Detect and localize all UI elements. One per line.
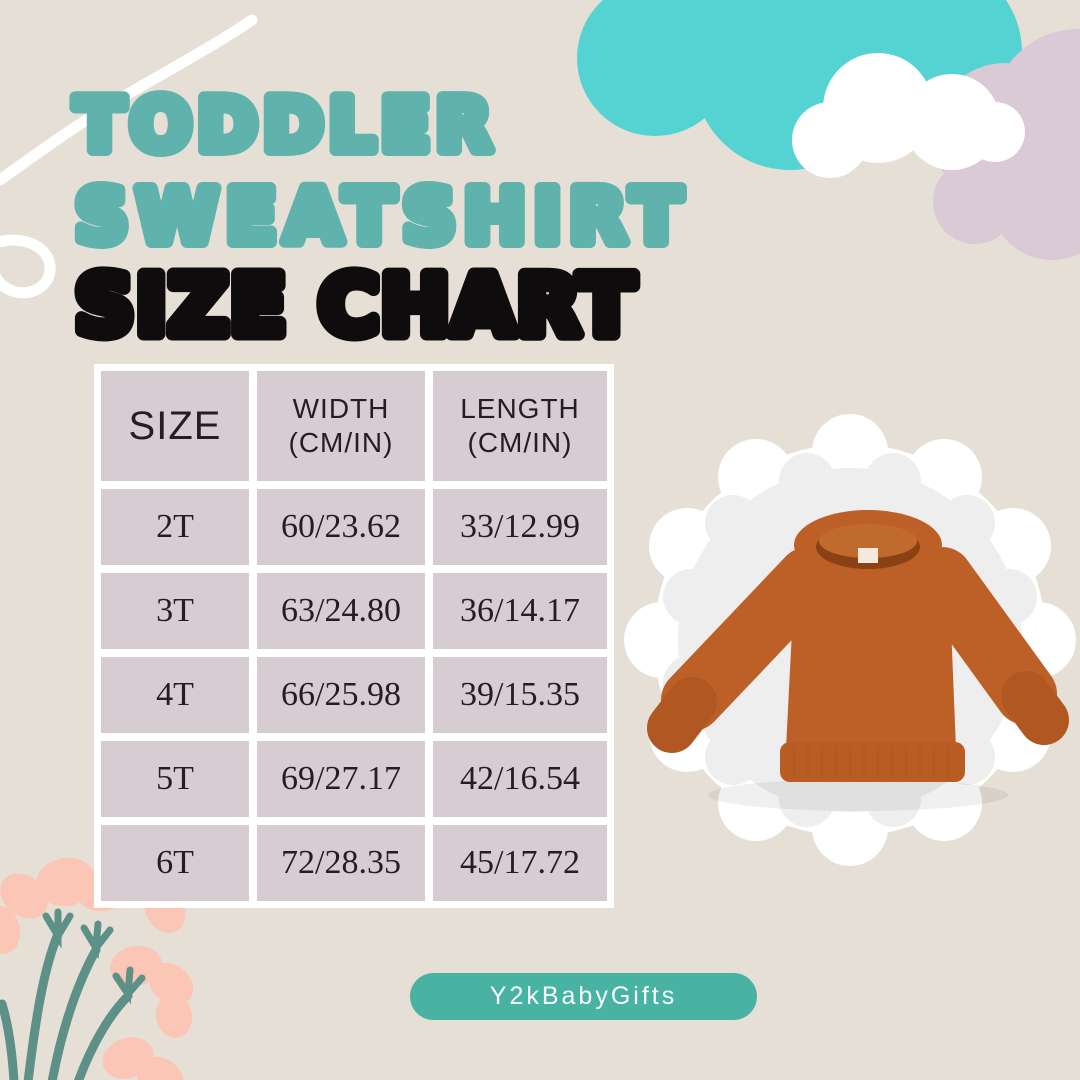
table-cell-size: 2T: [101, 489, 249, 565]
table-cell-width: 66/25.98: [257, 657, 425, 733]
table-cell-length: 33/12.99: [433, 489, 607, 565]
table-cell-width: 60/23.62: [257, 489, 425, 565]
title-line-sweatshirt: SWEATSHIRT: [75, 174, 689, 260]
table-cell-size: 3T: [101, 573, 249, 649]
header-cell-size: SIZE: [101, 371, 249, 481]
table-cell-length: 45/17.72: [433, 825, 607, 901]
table-cell-length: 36/14.17: [433, 573, 607, 649]
title-line-size-chart: SIZE CHART: [75, 259, 636, 354]
header-size-label: SIZE: [128, 404, 222, 448]
header-length-units: (CM/IN): [467, 427, 573, 458]
header-width-label: WIDTH: [292, 393, 390, 425]
table-cell-width: 69/27.17: [257, 741, 425, 817]
title-block: TODDLER SWEATSHIRT SIZE CHART: [69, 77, 689, 361]
table-cell-length: 39/15.35: [433, 657, 607, 733]
header-cell-width: WIDTH (CM/IN): [257, 371, 425, 481]
header-cell-length: LENGTH (CM/IN): [433, 371, 607, 481]
brand-pill: Y2kBabyGifts: [410, 973, 757, 1020]
header-width-units: (CM/IN): [288, 427, 394, 458]
toddler-sweatshirt-photo: [647, 510, 1069, 811]
header-length-label: LENGTH: [460, 393, 580, 425]
brand-name: Y2kBabyGifts: [489, 982, 678, 1010]
table-cell-length: 42/16.54: [433, 741, 607, 817]
cloud-white-icon: [792, 53, 1025, 178]
table-cell-size: 5T: [101, 741, 249, 817]
squiggle-line: [0, 14, 258, 299]
table-cell-size: 4T: [101, 657, 249, 733]
title-line-toddler: TODDLER: [75, 83, 497, 167]
table-cell-width: 72/28.35: [257, 825, 425, 901]
table-cell-size: 6T: [101, 825, 249, 901]
table-cell-width: 63/24.80: [257, 573, 425, 649]
neck-tag: [858, 548, 878, 563]
size-chart-table: SIZE WIDTH (CM/IN) LENGTH (CM/IN) 2T 60/…: [94, 364, 614, 908]
